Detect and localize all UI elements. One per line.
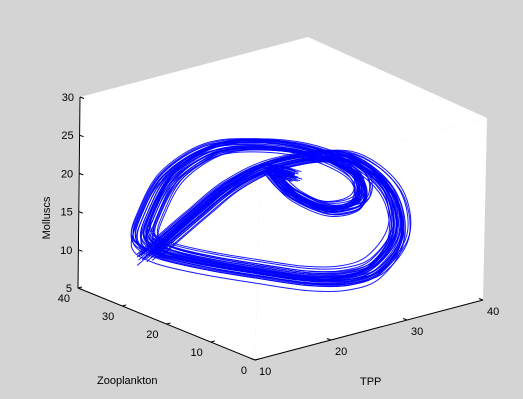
x-tick-label: 30 [411,326,423,338]
trajectory-line [130,138,399,281]
z-tick [79,134,84,138]
y-tick [254,358,260,361]
y-axis-label: Zooplankton [97,375,158,387]
z-tick-label: 30 [62,92,74,104]
axes-box [77,37,487,361]
trajectory-line [140,148,403,288]
axis-line-z [77,96,81,289]
z-tick-label: 5 [66,283,72,295]
x-tick-label: 20 [335,346,347,358]
z-tick [78,249,83,252]
z-tick-label: 15 [61,207,73,219]
y-tick-label: 0 [241,365,247,377]
tick-marks: 5 10 15 20 25 30 0 10 20 30 40 10 20 30 40 [58,92,500,378]
x-tick [478,298,484,301]
y-tick [166,322,171,325]
axes-top-panel [80,37,487,178]
y-tick-label: 30 [102,311,114,323]
z-tick-label: 10 [60,245,72,257]
axis-line-x [254,299,484,361]
y-tick [77,286,83,289]
y-tick [122,304,127,307]
x-tick [326,338,332,341]
y-tick [210,340,215,343]
z-tick-label: 25 [61,130,73,142]
x-tick [250,358,256,361]
axes-right-panel [255,118,487,360]
x-tick [402,318,408,321]
y-tick-label: 20 [146,329,158,341]
x-tick-label: 10 [259,366,271,378]
z-tick [79,96,85,99]
z-tick-label: 20 [61,168,73,180]
z-tick [79,172,84,176]
z-tick [78,211,83,214]
x-axis-label: TPP [360,376,381,388]
trajectory-line [131,141,406,287]
z-axis-label: Molluscs [41,196,53,239]
y-tick-label: 40 [58,293,70,305]
trajectory-line [142,145,394,279]
trajectory-series [130,138,412,293]
x-tick-label: 40 [487,306,499,318]
y-tick-label: 10 [191,347,203,359]
